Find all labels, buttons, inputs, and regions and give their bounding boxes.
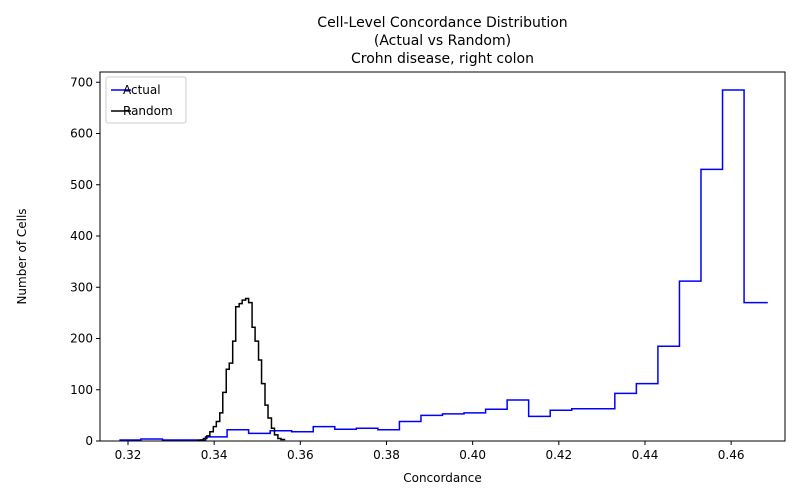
y-axis-label: Number of Cells (15, 208, 29, 304)
chart-title-line: (Actual vs Random) (374, 33, 511, 49)
y-axis: 0 100 200 300 400 500 600 700 (70, 75, 100, 448)
x-tick-label: 0.34 (201, 448, 228, 462)
series-line-random (196, 297, 286, 442)
chart-title-line: Cell-Level Concordance Distribution (317, 15, 567, 31)
x-tick-label: 0.40 (459, 448, 486, 462)
x-tick-label: 0.42 (545, 448, 572, 462)
series-line-actual (119, 89, 768, 441)
y-tick-label: 400 (70, 229, 93, 243)
y-tick-label: 700 (70, 75, 93, 89)
legend-label-random: Random (123, 104, 173, 118)
x-axis-label: Concordance (403, 471, 482, 485)
y-tick-label: 600 (70, 127, 93, 141)
y-tick-label: 100 (70, 383, 93, 397)
x-tick-label: 0.46 (718, 448, 745, 462)
y-tick-label: 0 (85, 434, 93, 448)
y-tick-label: 200 (70, 332, 93, 346)
x-tick-label: 0.32 (115, 448, 142, 462)
x-tick-label: 0.44 (632, 448, 659, 462)
plot-frame (99, 71, 786, 442)
chart-title-line: Crohn disease, right colon (351, 51, 534, 67)
y-tick-label: 500 (70, 178, 93, 192)
legend-label-actual: Actual (123, 83, 161, 97)
x-tick-label: 0.38 (373, 448, 400, 462)
y-tick-label: 300 (70, 280, 93, 294)
x-axis: 0.32 0.34 0.36 0.38 0.40 0.42 0.44 0.46 (115, 441, 745, 462)
chart-title: Cell-Level Concordance Distribution (Actu… (317, 15, 567, 67)
legend: Actual Random (105, 76, 187, 124)
plot-area (99, 71, 786, 442)
x-tick-label: 0.36 (287, 448, 314, 462)
